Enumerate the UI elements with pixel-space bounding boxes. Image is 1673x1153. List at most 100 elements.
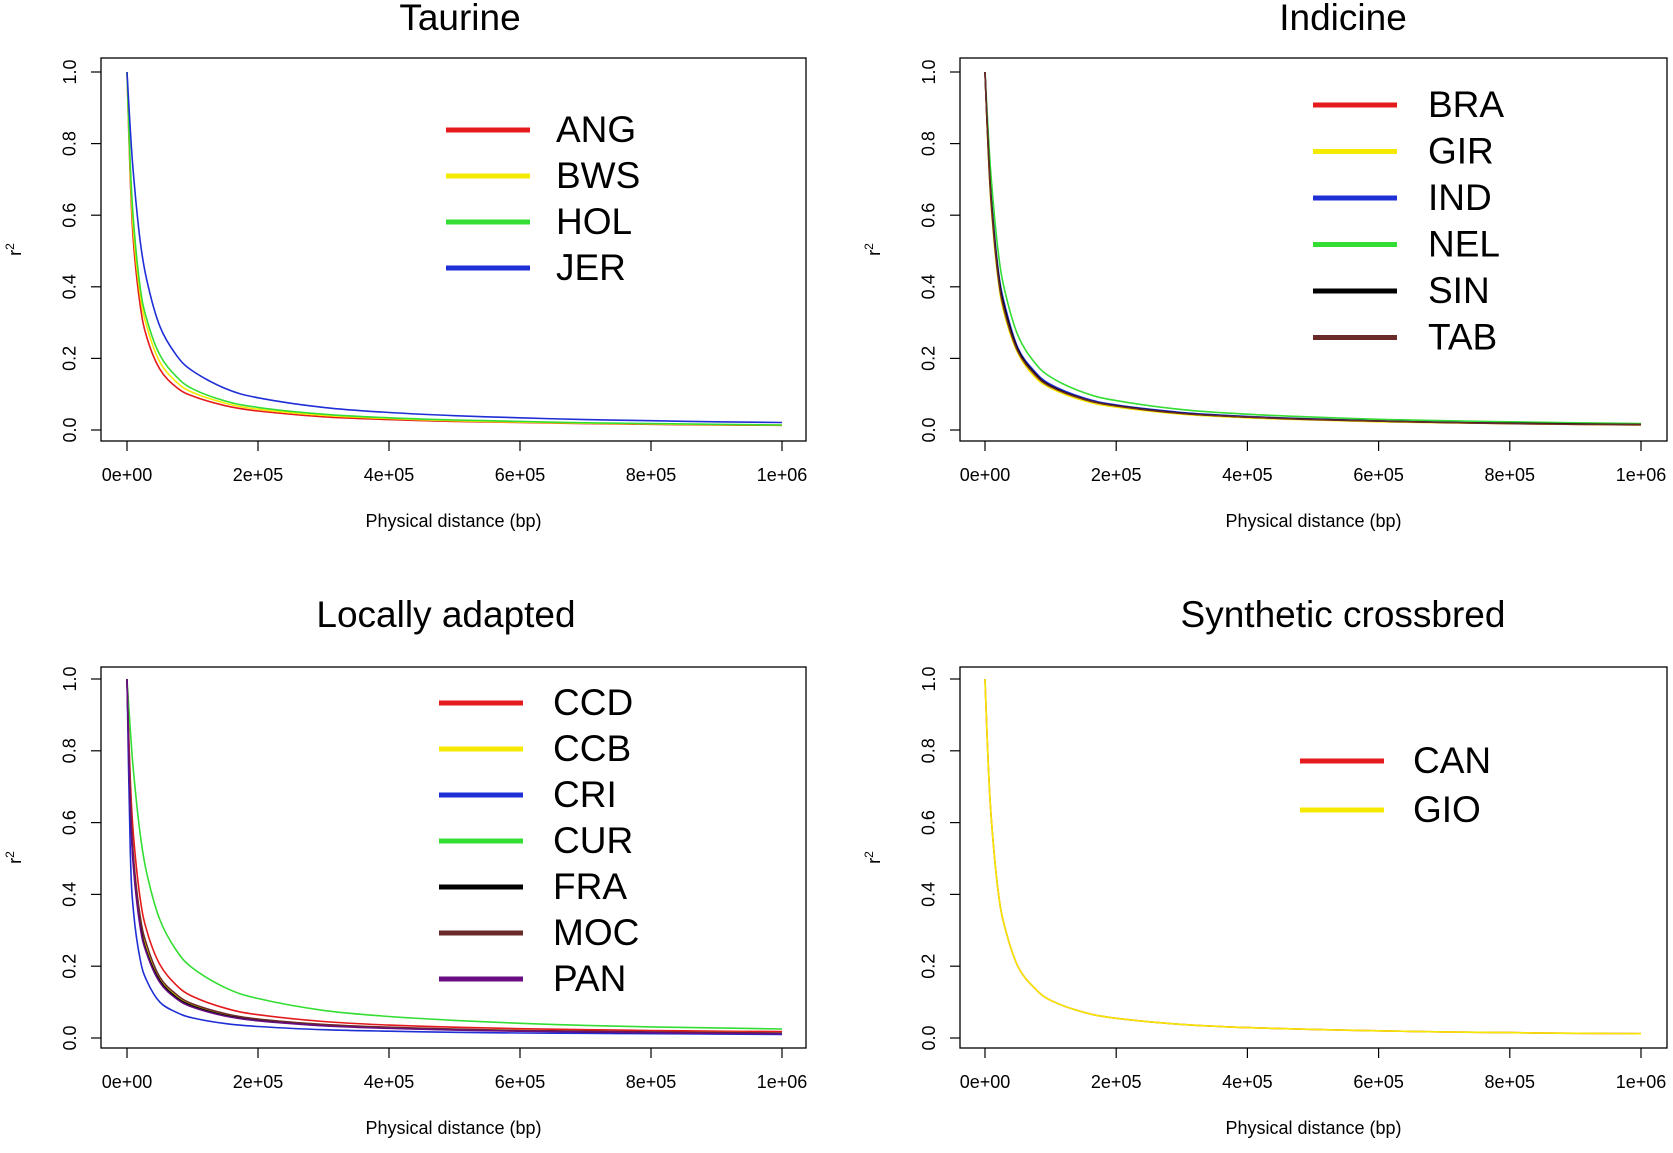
panel-title: Locally adapted xyxy=(316,594,575,635)
legend-label-jer: JER xyxy=(556,247,626,288)
y-axis-label: r2 xyxy=(3,243,25,256)
legend-label-can: CAN xyxy=(1413,740,1491,781)
x-tick-label: 0e+00 xyxy=(102,465,153,485)
x-tick-label: 2e+05 xyxy=(233,465,284,485)
series-line-cri xyxy=(126,678,783,1036)
x-tick-label: 4e+05 xyxy=(1222,465,1273,485)
legend-label-ccd: CCD xyxy=(553,682,633,723)
y-tick-label: 1.0 xyxy=(60,59,80,84)
series-line-ind xyxy=(984,71,1642,426)
x-tick-label: 8e+05 xyxy=(626,465,677,485)
y-tick-label: 0.8 xyxy=(919,738,939,763)
y-tick-label: 0.0 xyxy=(919,417,939,442)
series-line-jer xyxy=(126,71,783,424)
y-tick-label: 0.2 xyxy=(919,346,939,371)
legend-label-ccb: CCB xyxy=(553,728,631,769)
y-tick-label: 0.6 xyxy=(919,810,939,835)
legend-label-moc: MOC xyxy=(553,912,639,953)
series-line-cur xyxy=(126,678,783,1030)
legend-label-cri: CRI xyxy=(553,774,617,815)
x-tick-label: 4e+05 xyxy=(1222,1072,1273,1092)
y-axis-label: r2 xyxy=(862,851,884,864)
y-tick-label: 0.4 xyxy=(60,274,80,299)
legend-label-pan: PAN xyxy=(553,958,626,999)
y-tick-label: 1.0 xyxy=(60,666,80,691)
y-tick-label: 0.0 xyxy=(919,1025,939,1050)
x-tick-label: 2e+05 xyxy=(1091,465,1142,485)
x-tick-label: 6e+05 xyxy=(495,465,546,485)
legend-label-ind: IND xyxy=(1428,177,1492,218)
x-axis-label: Physical distance (bp) xyxy=(365,511,541,531)
x-tick-label: 6e+05 xyxy=(1353,1072,1404,1092)
x-tick-label: 1e+06 xyxy=(1616,465,1667,485)
legend: BRA GIR IND NEL SIN TAB xyxy=(1313,84,1504,357)
panel-title: Taurine xyxy=(399,0,520,38)
y-tick-label: 0.8 xyxy=(60,738,80,763)
legend-label-cur: CUR xyxy=(553,820,633,861)
series-line-bws xyxy=(126,71,783,426)
x-tick-label: 1e+06 xyxy=(1616,1072,1667,1092)
series-line-pan xyxy=(126,678,783,1035)
y-tick-label: 0.0 xyxy=(60,1025,80,1050)
x-axis-label: Physical distance (bp) xyxy=(365,1118,541,1138)
y-tick-label: 0.8 xyxy=(919,131,939,156)
y-tick-label: 0.2 xyxy=(60,346,80,371)
x-tick-label: 0e+00 xyxy=(102,1072,153,1092)
y-tick-label: 0.6 xyxy=(919,203,939,228)
legend-label-hol: HOL xyxy=(556,201,632,242)
y-tick-label: 0.4 xyxy=(919,882,939,907)
legend-label-fra: FRA xyxy=(553,866,627,907)
series-line-tab xyxy=(984,71,1642,426)
series-line-nel xyxy=(984,71,1642,425)
panel-locally-adapted: Locally adapted 0e+00 2e+05 4e+05 6e+05 8e+05… xyxy=(3,594,807,1138)
x-tick-label: 2e+05 xyxy=(1091,1072,1142,1092)
x-tick-label: 8e+05 xyxy=(1485,465,1536,485)
legend-label-bws: BWS xyxy=(556,155,640,196)
y-tick-label: 0.2 xyxy=(60,954,80,979)
y-axis-label: r2 xyxy=(862,243,884,256)
x-tick-label: 8e+05 xyxy=(1485,1072,1536,1092)
x-tick-label: 4e+05 xyxy=(364,465,415,485)
panel-title: Synthetic crossbred xyxy=(1181,594,1506,635)
x-tick-label: 6e+05 xyxy=(495,1072,546,1092)
y-tick-label: 0.4 xyxy=(919,274,939,299)
series-line-ang xyxy=(126,71,783,427)
legend-label-gio: GIO xyxy=(1413,789,1481,830)
plot-frame xyxy=(959,666,1668,1049)
x-tick-label: 1e+06 xyxy=(757,465,808,485)
y-tick-label: 0.6 xyxy=(60,810,80,835)
legend: CAN GIO xyxy=(1300,740,1491,830)
panel-indicine: Indicine 0e+00 2e+05 4e+05 6e+05 8e+05 1e+06 0.… xyxy=(862,0,1668,531)
panel-title: Indicine xyxy=(1279,0,1407,38)
x-axis-label: Physical distance (bp) xyxy=(1225,511,1401,531)
legend-label-ang: ANG xyxy=(556,109,636,150)
y-tick-label: 1.0 xyxy=(919,59,939,84)
y-tick-label: 1.0 xyxy=(919,666,939,691)
plot-frame xyxy=(100,57,807,442)
x-axis-label: Physical distance (bp) xyxy=(1225,1118,1401,1138)
y-tick-label: 0.2 xyxy=(919,954,939,979)
legend-label-tab: TAB xyxy=(1428,316,1497,357)
series-line-gir xyxy=(984,71,1642,426)
series-line-hol xyxy=(126,71,783,426)
x-tick-label: 4e+05 xyxy=(364,1072,415,1092)
x-tick-label: 0e+00 xyxy=(960,465,1011,485)
series-line-gio xyxy=(984,678,1642,1035)
y-tick-label: 0.6 xyxy=(60,203,80,228)
x-tick-label: 6e+05 xyxy=(1353,465,1404,485)
series-line-bra xyxy=(984,71,1642,426)
plot-frame xyxy=(959,57,1668,442)
panel-taurine: Taurine 0e+00 2e+05 4e+05 6e+05 8e+05 1e+06 0.0… xyxy=(3,0,807,531)
legend-label-bra: BRA xyxy=(1428,84,1504,125)
legend: ANG BWS HOL JER xyxy=(446,109,640,288)
legend-label-sin: SIN xyxy=(1428,270,1490,311)
legend-label-nel: NEL xyxy=(1428,223,1500,264)
panel-synthetic-crossbred: Synthetic crossbred 0e+00 2e+05 4e+05 6e+05 8… xyxy=(862,594,1668,1138)
y-tick-label: 0.4 xyxy=(60,882,80,907)
y-axis-label: r2 xyxy=(3,851,25,864)
legend: CCD CCB CRI CUR FRA MOC PAN xyxy=(439,682,639,999)
x-tick-label: 0e+00 xyxy=(960,1072,1011,1092)
series-line-can xyxy=(984,678,1642,1035)
plot-frame xyxy=(100,666,807,1049)
